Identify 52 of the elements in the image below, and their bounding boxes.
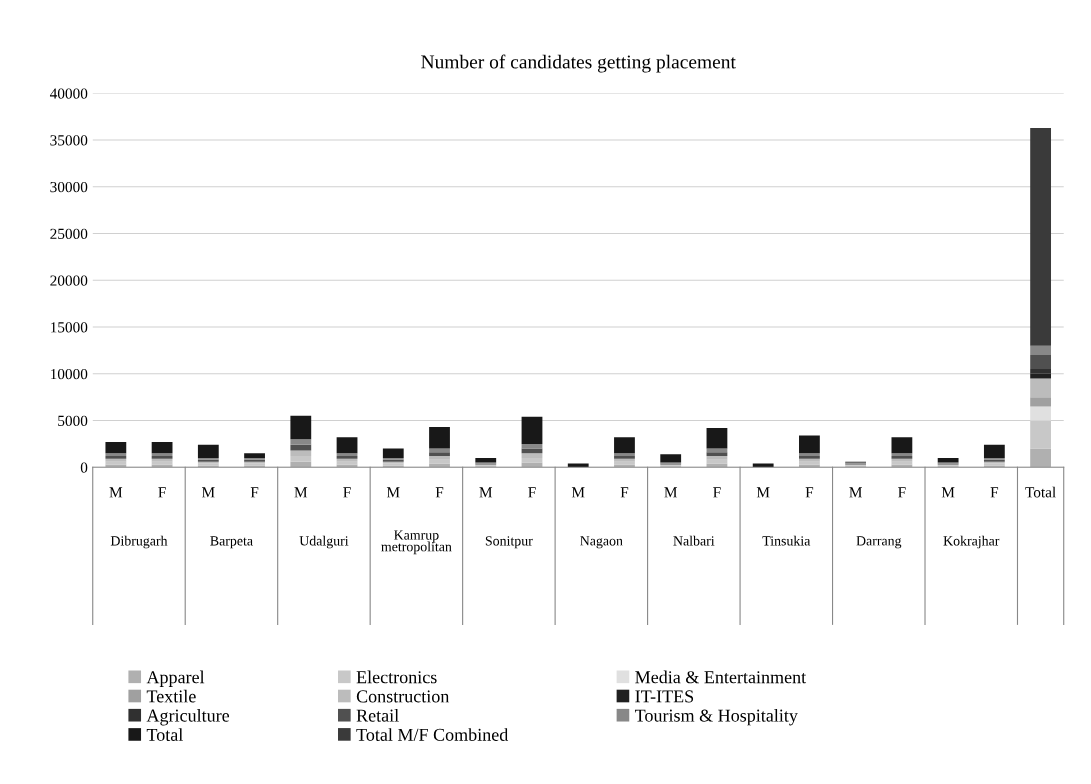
text: Kamrup metropolitan: [381, 530, 452, 555]
y-tick-label: 25000: [50, 228, 88, 239]
y-tick-label: 20000: [50, 275, 88, 286]
legend-label: IT-ITES: [635, 690, 694, 703]
x-tick-label: M: [109, 487, 123, 498]
x-tick-label: F: [435, 487, 444, 498]
text: Nalbari: [673, 535, 715, 546]
x-tick-label: M: [386, 487, 400, 498]
legend-label: Total: [146, 728, 183, 741]
text: Dibrugarh: [110, 535, 168, 549]
text: Udalguri: [299, 535, 349, 549]
chart-title: Number of candidates getting placement: [421, 54, 736, 73]
legend-label: Retail: [356, 708, 399, 722]
y-tick-label: 40000: [49, 88, 88, 99]
y-tick-label: 15000: [51, 322, 88, 333]
legend-label: Construction: [356, 690, 450, 703]
legend-label: Total M/F Combined: [356, 728, 509, 741]
y-tick-label: 5000: [58, 415, 88, 426]
x-tick-label: F: [713, 487, 721, 498]
text: Darrang: [856, 536, 902, 549]
x-tick-label: F: [528, 487, 536, 498]
x-tick-label: F: [620, 487, 629, 498]
x-tick-label: M: [756, 487, 770, 498]
text: Sonitpur: [485, 536, 533, 549]
text: Tinsukia: [762, 535, 811, 546]
x-tick-label: F: [898, 487, 906, 498]
y-tick-label: 30000: [50, 181, 88, 193]
x-tick-label: M: [941, 487, 955, 498]
legend-label: Tourism & Hospitality: [635, 708, 798, 726]
x-tick-label: F: [250, 487, 259, 498]
x-tick-label: M: [201, 487, 215, 498]
x-tick-label: F: [343, 487, 351, 498]
y-tick-label: 35000: [50, 135, 88, 146]
text: Nagaon: [580, 536, 623, 549]
y-tick-label: 10000: [51, 368, 88, 380]
y-tick-label: 0: [80, 462, 88, 473]
x-tick-label: M: [294, 487, 308, 498]
legend-label: Media & Entertainment: [635, 670, 807, 684]
legend-label: Apparel: [146, 670, 205, 687]
x-tick-label: F: [990, 487, 999, 498]
text: Kokrajhar: [943, 535, 1000, 549]
x-tick-label: M: [664, 487, 678, 498]
legend-label: Agriculture: [146, 708, 230, 726]
x-tick-label: M: [479, 487, 493, 498]
x-tick-label: F: [805, 487, 814, 498]
legend-label: Electronics: [356, 670, 437, 684]
text: Barpeta: [210, 536, 253, 549]
x-tick-label: M: [571, 487, 585, 498]
legend-label: Textile: [146, 689, 196, 703]
x-tick-label: M: [849, 487, 862, 498]
x-tick-label: F: [158, 487, 166, 498]
x-tick-label: Total: [1025, 486, 1056, 498]
